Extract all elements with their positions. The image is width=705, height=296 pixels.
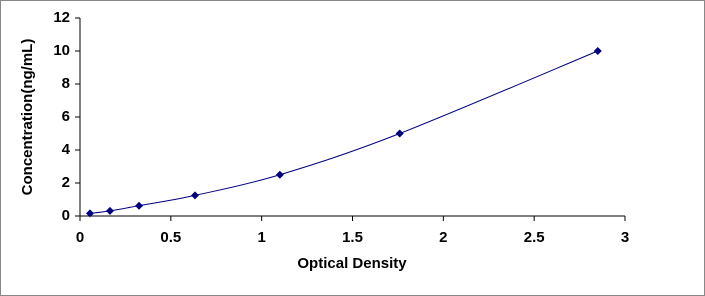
marker bbox=[190, 191, 199, 200]
marker bbox=[105, 206, 114, 215]
y-tick-label: 0 bbox=[62, 207, 70, 224]
x-tick-label: 0.5 bbox=[160, 229, 181, 246]
y-tick-label: 4 bbox=[62, 141, 71, 158]
x-axis-title: Optical Density bbox=[297, 255, 407, 272]
y-tick-label: 12 bbox=[53, 9, 70, 26]
y-axis-title: Concentration(ng/mL) bbox=[19, 39, 36, 196]
x-tick-label: 2 bbox=[439, 229, 447, 246]
marker bbox=[395, 129, 404, 138]
x-tick-label: 1 bbox=[257, 229, 265, 246]
curve bbox=[89, 50, 598, 214]
y-tick-label: 8 bbox=[62, 75, 70, 92]
y-tick-label: 2 bbox=[62, 174, 70, 191]
x-tick-label: 0 bbox=[76, 229, 84, 246]
y-tick-label: 6 bbox=[62, 108, 70, 125]
x-tick-label: 2.5 bbox=[524, 229, 545, 246]
y-tick-label: 10 bbox=[53, 42, 70, 59]
marker bbox=[135, 201, 144, 210]
marker bbox=[275, 170, 284, 179]
x-tick-label: 1.5 bbox=[342, 229, 363, 246]
x-tick-label: 3 bbox=[621, 229, 629, 246]
marker bbox=[593, 47, 602, 55]
marker bbox=[85, 209, 94, 218]
